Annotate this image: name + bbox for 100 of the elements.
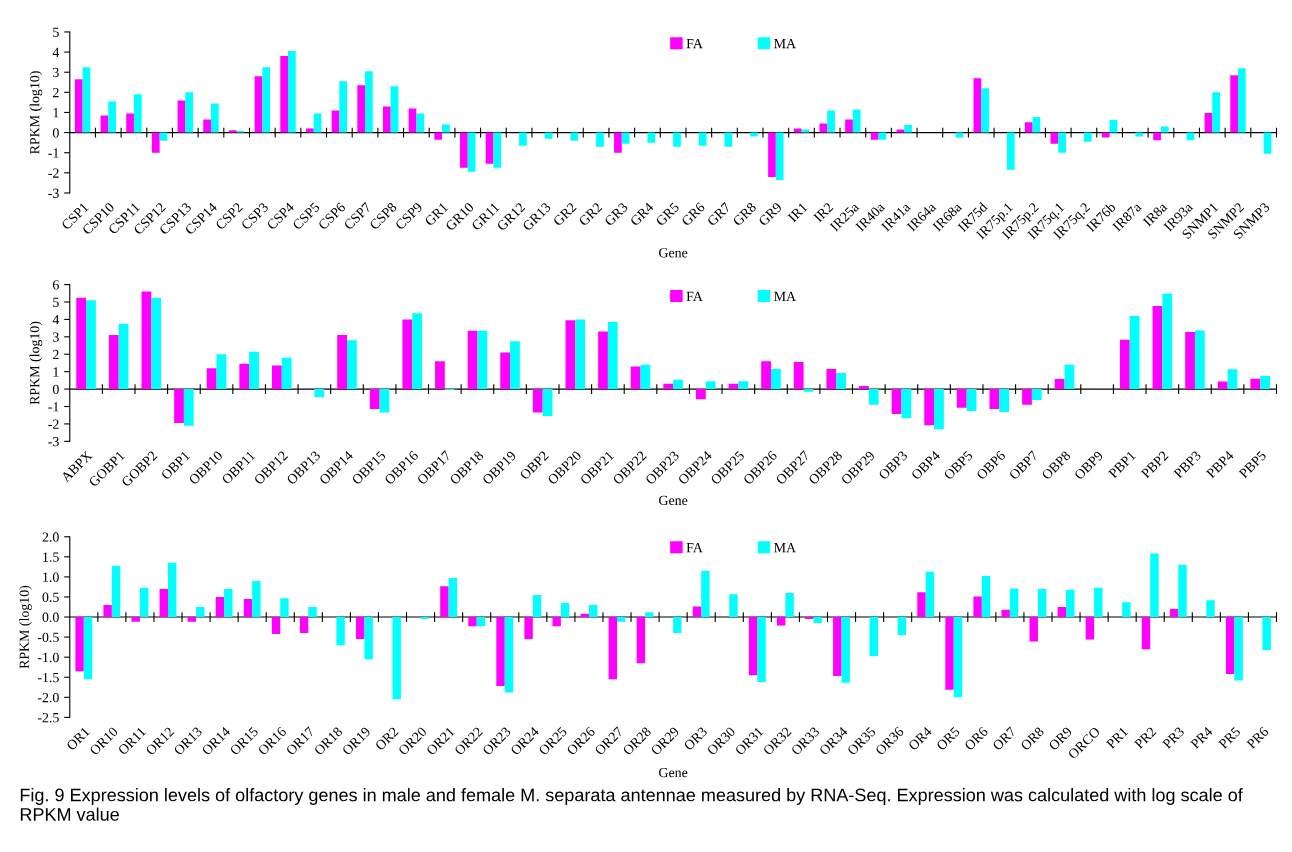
bar [924,389,935,426]
bar [206,368,217,390]
bar [598,331,608,390]
y-tick-label: 3 [53,67,59,78]
bar [1160,126,1169,133]
bar [813,617,822,624]
bar [870,132,879,140]
y-tick-label: -1 [48,148,59,158]
x-tick-label: OR7 [992,726,1017,751]
bar [524,617,533,640]
bar [131,617,140,622]
x-tick-label: GR3 [603,202,629,227]
bar [1227,369,1238,390]
bar [956,389,967,408]
bar [645,612,654,618]
bar [159,588,168,618]
bar [532,389,543,413]
y-tick-label: 2.0 [42,532,59,542]
bar [111,565,121,618]
bar [1152,305,1163,390]
bar [151,132,160,153]
bar [500,352,511,390]
bar [485,132,494,164]
bar [1109,119,1118,133]
bar [596,132,604,147]
x-tick-label: IR1 [787,202,808,223]
y-tick-label: -1.5 [37,672,59,683]
bar [510,341,520,390]
bar [819,123,828,133]
bar [364,617,373,660]
bar [925,571,935,618]
bar [280,598,289,618]
x-tick-label: GR8 [732,201,757,227]
bar [239,363,250,390]
bar [82,67,91,133]
x-tick-label: OR1 [65,726,91,751]
bar [1217,381,1228,390]
bar [159,132,168,141]
x-axis-title: Gene [659,495,688,506]
bar [845,119,853,133]
legend-label: MA [774,38,796,49]
y-tick-label: 0 [52,128,59,138]
bar [1031,389,1042,401]
x-tick-label: GR6 [680,201,706,227]
bar [698,132,707,146]
bar [1225,617,1235,675]
x-tick-label: PR2 [1133,726,1157,750]
bar [565,320,576,390]
bar [83,617,93,680]
bar [468,617,477,627]
bar [973,78,982,133]
bar [750,132,758,137]
bar [281,357,292,390]
bar [695,389,706,400]
y-tick-label: 5 [53,297,59,307]
bar [1250,378,1261,390]
bar [729,594,738,618]
y-tick-label: 5 [53,27,59,37]
bar [339,81,348,133]
bar [560,602,570,618]
bar [692,606,702,618]
bar [608,617,618,680]
legend-label: FA [686,291,703,301]
y-tick-label: -2.0 [37,692,59,703]
y-tick-label: 0.0 [42,612,59,623]
bar [1260,376,1270,390]
bar [383,106,391,133]
x-axis-title: Gene [659,767,688,778]
bar [1009,588,1019,618]
bar [836,373,846,390]
bar [228,130,237,133]
bar [673,617,682,634]
bar [1057,607,1067,618]
bar [477,330,488,390]
bar [1194,330,1205,390]
bar [1135,132,1143,137]
bar [1162,293,1173,390]
bar [1094,587,1103,618]
bar [416,113,425,133]
bar [493,132,502,168]
bar [989,389,1000,409]
bar [621,132,630,144]
bar [141,291,152,390]
bar [878,132,887,140]
bar [1006,132,1015,170]
bar [636,617,646,664]
bar [640,364,651,390]
y-tick-label: 1.0 [43,572,59,582]
bar [785,592,794,618]
bar [770,369,781,390]
bar [1022,389,1032,405]
y-tick-label: 6 [53,280,59,290]
bar [663,383,674,390]
bar [185,92,194,133]
bar [167,562,177,618]
x-tick-label: PR6 [1246,726,1270,750]
bar [75,617,84,672]
bar [390,86,399,133]
y-axis-title: RPKM (log10) [19,585,32,669]
y-tick-label: 2 [53,349,59,360]
